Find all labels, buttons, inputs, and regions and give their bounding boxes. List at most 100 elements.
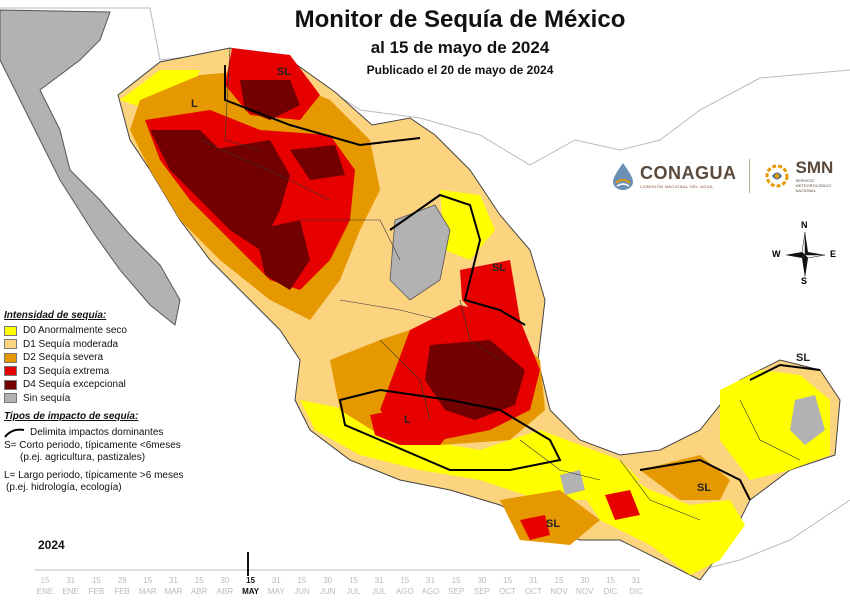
timeline-date-11: 30 bbox=[323, 576, 333, 585]
timeline-month-19: OCT bbox=[524, 587, 542, 596]
impact-boundary-northeast bbox=[389, 193, 526, 326]
timeline-date-9: 31 bbox=[271, 576, 281, 585]
impact-label-l-northwest: L bbox=[191, 98, 198, 110]
boundary-line-icon bbox=[4, 428, 25, 438]
timeline-date-3: 29 bbox=[117, 576, 127, 585]
timeline-date-15: 31 bbox=[426, 576, 435, 585]
legend-item-d2: D2 Sequía severa bbox=[4, 351, 244, 365]
timeline-date-16: 15 bbox=[451, 576, 461, 585]
legend-label-none: Sin sequía bbox=[23, 392, 71, 404]
no-drought-region-coahuila bbox=[389, 204, 451, 301]
swatch-none bbox=[4, 393, 17, 404]
d4-region-chihuahua bbox=[210, 140, 290, 250]
timeline-month-13: JUL bbox=[371, 587, 387, 596]
timeline-month-3: FEB bbox=[114, 587, 130, 596]
d4-region-sonora-north bbox=[240, 80, 300, 120]
compass-e: E bbox=[830, 249, 837, 259]
legend-label-d2: D2 Sequía severa bbox=[23, 352, 104, 364]
timeline-date-14: 15 bbox=[400, 576, 410, 585]
short-term-examples: (p.ej. agricultura, pastizales) bbox=[20, 452, 146, 463]
timeline-date-1: 31 bbox=[66, 576, 76, 585]
conagua-subtitle: COMISIÓN NACIONAL DEL AGUA bbox=[640, 183, 714, 189]
swatch-d1 bbox=[4, 339, 17, 350]
timeline-month-5: MAR bbox=[164, 587, 183, 596]
timeline-month-4: MAR bbox=[138, 587, 157, 596]
timeline-month-11: JUN bbox=[319, 587, 336, 596]
d3-region-chiapas bbox=[605, 490, 640, 520]
timeline-date-19: 31 bbox=[528, 576, 538, 585]
baja-california bbox=[0, 9, 181, 326]
impact-label-sl-north: SL bbox=[277, 66, 292, 78]
legend-label-d0: D0 Anormalmente seco bbox=[23, 325, 127, 337]
state-boundaries bbox=[199, 47, 801, 521]
timeline-month-8: MAY bbox=[242, 587, 260, 596]
timeline-date-5: 31 bbox=[169, 576, 178, 585]
conagua-drop-icon bbox=[613, 162, 633, 190]
d4-region-chihuahua-east bbox=[290, 145, 345, 180]
compass-icon bbox=[785, 231, 826, 278]
agency-logos: CONAGUA COMISIÓN NACIONAL DEL AGUA SMN S… bbox=[610, 158, 833, 193]
swatch-d2 bbox=[4, 352, 17, 363]
timeline-date-22: 15 bbox=[605, 576, 615, 585]
impact-label-sl-northeast: SL bbox=[492, 262, 507, 274]
compass-s: S bbox=[801, 276, 808, 286]
smn-name: SMN bbox=[795, 158, 834, 177]
timeline-month-15: AGO bbox=[421, 587, 440, 596]
legend-label-d1: D1 Sequía moderada bbox=[23, 338, 119, 350]
d0-region-yucatan bbox=[720, 370, 830, 480]
map-date: al 15 de mayo de 2024 bbox=[370, 38, 550, 57]
legend-label-d3: D3 Sequía extrema bbox=[23, 365, 110, 377]
swatch-d3 bbox=[4, 366, 17, 377]
intensity-heading: Intensidad de sequía: bbox=[4, 310, 107, 321]
timeline-date-21: 30 bbox=[580, 576, 590, 585]
timeline-date-18: 15 bbox=[503, 576, 513, 585]
timeline-month-12: JUL bbox=[346, 587, 361, 596]
compass-rose: N S W E bbox=[770, 220, 840, 286]
conagua-name: CONAGUA bbox=[640, 162, 737, 183]
impact-boundary-yucatan bbox=[749, 363, 821, 381]
timeline-month-22: DIC bbox=[603, 587, 618, 596]
impact-boundary-north bbox=[224, 65, 421, 147]
impact-line-label: Delimita impactos dominantes bbox=[30, 427, 164, 438]
d0-region-east bbox=[560, 460, 745, 575]
timeline-date-13: 31 bbox=[374, 576, 384, 585]
timeline-date-0: 15 bbox=[40, 576, 50, 585]
timeline-date-12: 15 bbox=[348, 576, 358, 585]
impact-boundary-south bbox=[639, 458, 751, 501]
timeline-month-6: ABR bbox=[190, 587, 208, 596]
timeline-month-17: SEP bbox=[473, 587, 490, 596]
smn-gear-icon bbox=[765, 164, 788, 187]
legend-label-d4: D4 Sequía excepcional bbox=[23, 379, 126, 391]
d3-region-michoacan bbox=[370, 405, 460, 445]
smn-logo: SMN SERVICIO METEOROLÓGICO NACIONAL bbox=[762, 158, 834, 193]
timeline-month-18: OCT bbox=[499, 587, 517, 596]
smn-subtitle-3: NACIONAL bbox=[795, 188, 816, 193]
compass-n: N bbox=[801, 220, 808, 230]
d3-region-northeast bbox=[460, 260, 520, 320]
smn-subtitle-1: SERVICIO bbox=[795, 178, 815, 183]
timeline-month-7: ABR bbox=[216, 587, 234, 596]
smn-subtitle-2: METEOROLÓGICO bbox=[795, 183, 832, 188]
timeline-date-4: 15 bbox=[143, 576, 153, 585]
timeline-date-17: 30 bbox=[477, 576, 487, 585]
timeline-month-9: MAY bbox=[267, 587, 285, 596]
timeline-date-10: 15 bbox=[297, 576, 307, 585]
publication-date: Publicado el 20 de mayo de 2024 bbox=[366, 63, 554, 77]
timeline-month-2: FEB bbox=[88, 587, 105, 596]
swatch-d0 bbox=[4, 325, 17, 336]
timeline-month-16: SEP bbox=[448, 587, 465, 596]
timeline-date-23: 31 bbox=[631, 576, 641, 585]
short-term-desc: S= Corto periodo, típicamente <6meses bbox=[4, 440, 181, 451]
central-america-outline bbox=[699, 499, 850, 571]
long-term-examples: (p.ej. hidrología, ecología) bbox=[6, 482, 122, 493]
legend-item-d3: D3 Sequía extrema bbox=[4, 365, 244, 379]
timeline-month-14: AGO bbox=[395, 587, 414, 596]
timeline-date-6: 15 bbox=[194, 576, 204, 585]
timeline-date-2: 15 bbox=[91, 576, 101, 585]
d2-region-south bbox=[500, 490, 600, 545]
timeline-month-21: NOV bbox=[576, 587, 594, 596]
map-title: Monitor de Sequía de México bbox=[294, 6, 626, 33]
legend: Intensidad de sequía: D0 Anormalmente se… bbox=[4, 310, 244, 494]
impact-section: Tipos de impacto de sequía: Delimita imp… bbox=[4, 411, 244, 494]
